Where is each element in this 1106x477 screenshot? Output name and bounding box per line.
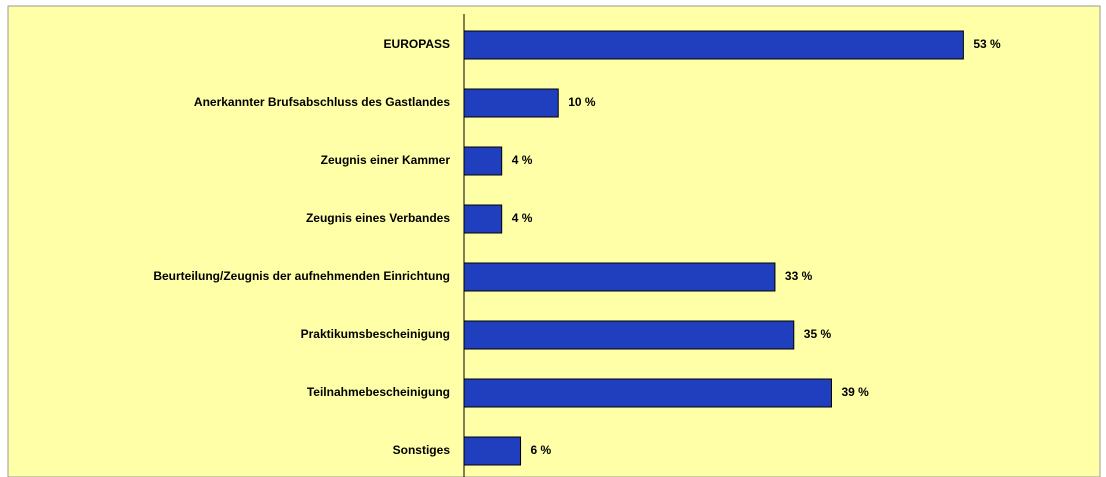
category-label: Teilnahmebescheinigung — [307, 385, 450, 399]
bar — [463, 320, 795, 350]
category-label: Anerkannter Brufsabschluss des Gastlande… — [194, 95, 450, 109]
category-label: Zeugnis eines Verbandes — [306, 211, 450, 225]
bar — [463, 204, 503, 234]
bar — [463, 262, 776, 292]
value-label: 10 % — [568, 95, 596, 109]
value-label: 39 % — [841, 385, 869, 399]
bar — [463, 30, 964, 60]
value-label: 53 % — [973, 37, 1001, 51]
bar — [463, 88, 559, 118]
bar — [463, 146, 503, 176]
value-label: 33 % — [785, 269, 813, 283]
value-label: 4 % — [512, 153, 533, 167]
bar — [463, 436, 522, 466]
category-label: EUROPASS — [384, 37, 450, 51]
category-label: Zeugnis einer Kammer — [321, 153, 451, 167]
category-label: Praktikumsbescheinigung — [301, 327, 450, 341]
value-label: 6 % — [531, 443, 552, 457]
bar — [463, 378, 832, 408]
value-label: 35 % — [804, 327, 832, 341]
category-label: Beurteilung/Zeugnis der aufnehmenden Ein… — [153, 269, 450, 283]
value-label: 4 % — [512, 211, 533, 225]
category-label: Sonstiges — [393, 443, 451, 457]
